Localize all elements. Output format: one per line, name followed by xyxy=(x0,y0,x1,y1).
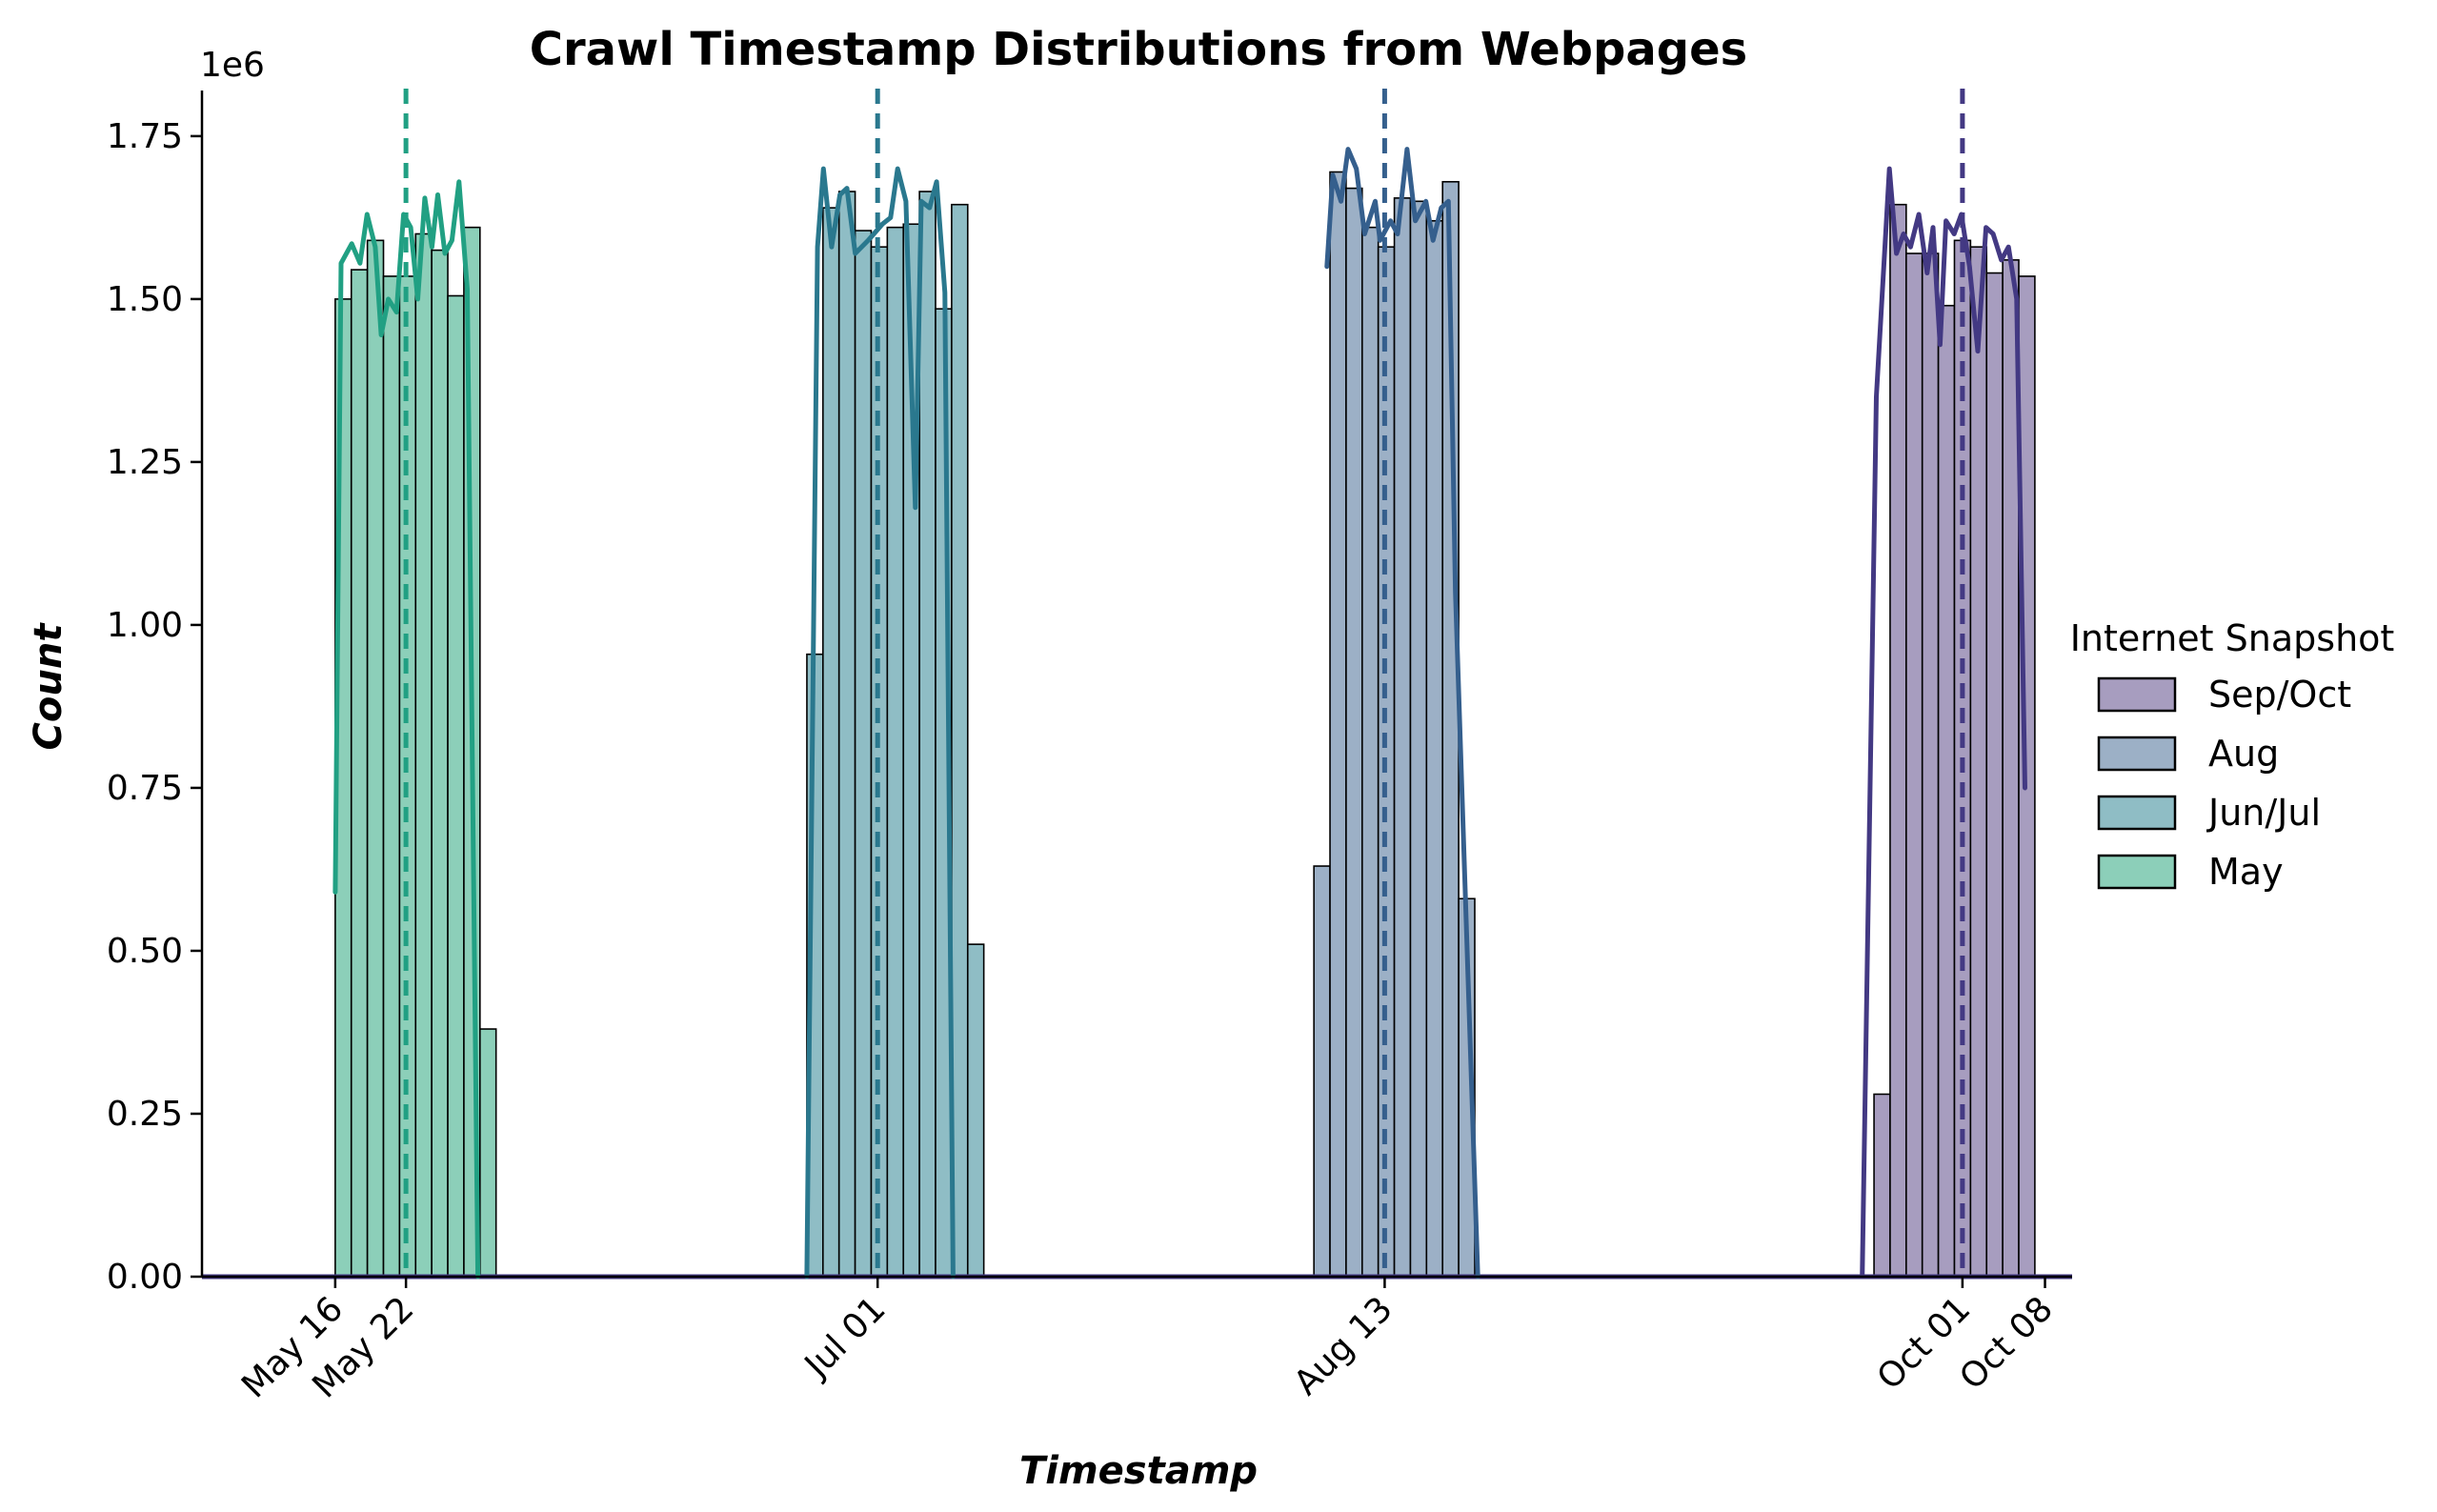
y-tick-label: 0.25 xyxy=(107,1095,183,1134)
histogram-bar xyxy=(366,239,385,1278)
histogram-bar xyxy=(854,230,873,1278)
histogram-bar xyxy=(1361,226,1380,1278)
histogram-bar xyxy=(1425,220,1444,1278)
y-tick-label: 1.75 xyxy=(107,117,183,156)
chart-title: Crawl Timestamp Distributions from Webpa… xyxy=(530,23,1748,76)
legend-swatch xyxy=(2097,854,2177,890)
histogram-bar xyxy=(918,191,937,1278)
series-aug xyxy=(1313,171,1476,1278)
x-axis-label: Timestamp xyxy=(1019,1449,1258,1493)
y-tick-label: 0.50 xyxy=(107,932,183,971)
y-tick-label: 0.00 xyxy=(107,1258,183,1297)
histogram-bar xyxy=(350,269,369,1278)
histogram-bar xyxy=(1329,171,1347,1278)
histogram-bar xyxy=(1985,272,2004,1278)
histogram-bar xyxy=(1937,304,1956,1278)
legend: Internet Snapshot Sep/Oct Aug Jun/Jul May xyxy=(2070,617,2395,893)
legend-title: Internet Snapshot xyxy=(2070,617,2395,659)
legend-swatch xyxy=(2097,736,2177,772)
kde-line xyxy=(1860,166,2027,1280)
y-tick-label: 1.25 xyxy=(107,443,183,482)
histogram-bar xyxy=(1921,252,1940,1278)
histogram-bar xyxy=(822,207,840,1278)
histogram-bar xyxy=(1345,187,1363,1278)
x-tick-label: Oct 08 xyxy=(1952,1289,2060,1397)
histogram-bar xyxy=(398,275,417,1278)
histogram-bar xyxy=(1313,865,1331,1278)
histogram-bar xyxy=(886,226,905,1278)
histogram-bar xyxy=(1393,197,1412,1278)
legend-entry-label: Jun/Jul xyxy=(2206,792,2321,834)
histogram-bar xyxy=(1969,246,1988,1278)
histogram-bar xyxy=(966,943,985,1278)
legend-entry-label: May xyxy=(2208,851,2284,893)
legend-swatch xyxy=(2097,676,2177,713)
histogram-bar xyxy=(1889,203,1907,1278)
kde-line xyxy=(1324,147,1480,1280)
histogram-bar xyxy=(382,275,401,1278)
y-tick-label: 0.75 xyxy=(107,769,183,808)
series-may xyxy=(334,226,497,1278)
x-tick-label: Oct 01 xyxy=(1870,1289,1978,1397)
y-axis-label: Count xyxy=(27,622,70,751)
x-tick-label: Aug 13 xyxy=(1287,1289,1400,1402)
legend-entry-label: Sep/Oct xyxy=(2208,674,2351,716)
histogram-bar xyxy=(447,294,465,1278)
legend-swatch xyxy=(2097,795,2177,831)
x-tick-label: Jul 01 xyxy=(796,1289,894,1386)
histogram-bar xyxy=(414,232,433,1278)
series-jun-jul xyxy=(806,191,985,1278)
kde-line xyxy=(804,166,956,1280)
histogram-bar xyxy=(1905,252,1923,1278)
y-axis-offset-label: 1e6 xyxy=(200,46,265,85)
histogram-bar xyxy=(431,249,449,1278)
y-tick-label: 1.50 xyxy=(107,280,183,319)
histogram-bar xyxy=(1409,200,1428,1278)
histogram-bar xyxy=(837,191,856,1278)
legend-entry-label: Aug xyxy=(2208,733,2279,775)
histogram-bar xyxy=(479,1028,497,1278)
y-tick-label: 1.00 xyxy=(107,606,183,645)
histogram-bar xyxy=(1873,1093,1891,1278)
series-sep-oct xyxy=(1873,203,2036,1278)
